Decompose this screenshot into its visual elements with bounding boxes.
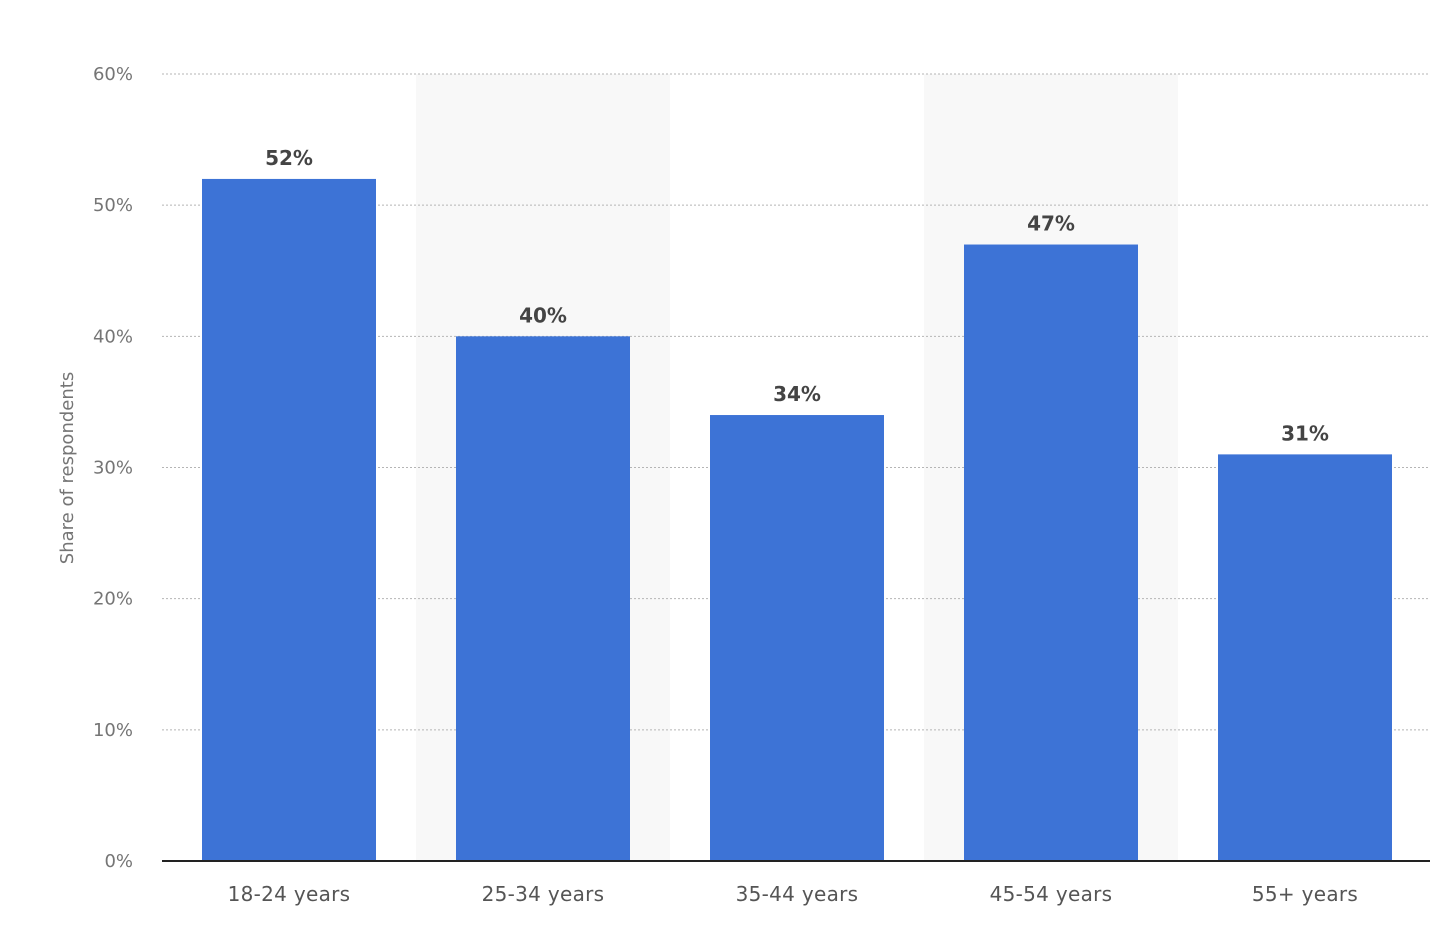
x-tick-label: 25-34 years	[482, 882, 605, 906]
y-axis-tick-labels: 0% 10% 20% 30% 40% 50% 60%	[93, 64, 133, 872]
bars	[202, 178, 1392, 861]
bar	[456, 336, 630, 861]
y-tick-label: 10%	[93, 720, 133, 741]
data-label: 52%	[265, 146, 313, 170]
x-axis-category-labels: 18-24 years 25-34 years 35-44 years 45-54 y…	[228, 882, 1358, 906]
x-tick-label: 18-24 years	[228, 882, 351, 906]
bar	[964, 244, 1138, 861]
y-tick-label: 30%	[93, 458, 133, 479]
y-tick-label: 40%	[93, 326, 133, 347]
y-tick-label: 50%	[93, 195, 133, 216]
data-label: 47%	[1027, 212, 1075, 236]
data-label: 40%	[519, 303, 567, 327]
bar	[710, 415, 884, 861]
x-tick-label: 45-54 years	[990, 882, 1113, 906]
data-labels: 52% 40% 34% 47% 31%	[265, 146, 1329, 445]
y-tick-label: 20%	[93, 589, 133, 610]
bar	[1218, 454, 1392, 861]
bar	[202, 178, 376, 861]
data-label: 31%	[1281, 421, 1329, 445]
y-tick-label: 0%	[104, 851, 133, 872]
y-axis-label: Share of respondents	[57, 372, 78, 564]
x-tick-label: 35-44 years	[736, 882, 859, 906]
y-tick-label: 60%	[93, 64, 133, 85]
x-tick-label: 55+ years	[1252, 882, 1358, 906]
data-label: 34%	[773, 382, 821, 406]
